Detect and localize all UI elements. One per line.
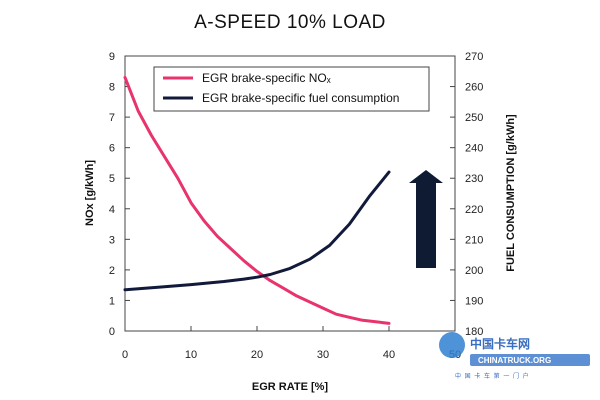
x-tick-label: 40: [383, 349, 395, 361]
y-right-tick-label: 250: [465, 112, 483, 124]
watermark-main: 中国卡车网: [470, 336, 530, 351]
watermark-tag: 中 国 卡 车 第 一 门 户: [455, 372, 530, 380]
legend-box: [153, 66, 430, 112]
legend-label-fuel: EGR brake-specific fuel consumption: [202, 91, 399, 105]
x-tick-label: 30: [317, 349, 329, 361]
watermark-logo-icon: [439, 332, 465, 358]
y-right-tick-label: 230: [465, 173, 483, 185]
y-left-tick-label: 8: [109, 82, 115, 94]
y-left-tick-label: 3: [109, 234, 115, 246]
y-right-axis-label: FUEL CONSUMPTION [g/kWh]: [505, 114, 517, 272]
legend-label-nox: EGR brake-specific NOₓ: [202, 71, 331, 85]
right-axis-ticks: 180 190 200 210 220 230 240 250 260 270: [450, 51, 483, 338]
y-right-tick-label: 240: [465, 143, 483, 155]
series-line-nox: [123, 75, 391, 325]
y-left-tick-label: 9: [109, 51, 115, 63]
x-tick-label: 20: [251, 349, 263, 361]
y-left-tick-label: 5: [109, 173, 115, 185]
y-left-axis-label: NOx [g/kWh]: [84, 160, 96, 226]
up-arrow-annotation: [409, 170, 443, 268]
plot-frame: [124, 55, 456, 332]
y-right-tick-label: 220: [465, 204, 483, 216]
y-right-tick-label: 190: [465, 295, 483, 307]
left-axis-ticks: 0 1 2 3 4 5 6 7 8 9: [109, 51, 130, 338]
series-line-fuel: [123, 170, 391, 292]
x-axis-label: EGR RATE [%]: [252, 381, 329, 393]
y-right-tick-label: 210: [465, 234, 483, 246]
y-left-tick-label: 7: [109, 112, 115, 124]
y-left-tick-label: 2: [109, 265, 115, 277]
y-right-tick-label: 270: [465, 51, 483, 63]
y-left-tick-label: 6: [109, 143, 115, 155]
y-left-tick-label: 4: [109, 204, 115, 216]
watermark: 中国卡车网 CHINATRUCK.ORG 中 国 卡 车 第 一 门 户: [439, 332, 590, 380]
x-tick-label: 0: [122, 349, 128, 361]
y-left-tick-label: 0: [109, 326, 115, 338]
series-layer: [123, 75, 391, 325]
y-right-tick-label: 260: [465, 82, 483, 94]
watermark-band: [470, 354, 590, 366]
watermark-sub: CHINATRUCK.ORG: [478, 356, 551, 365]
chart-title: A-SPEED 10% LOAD: [194, 12, 386, 33]
y-right-tick-label: 200: [465, 265, 483, 277]
x-axis-ticks: 01020304050: [122, 326, 461, 361]
legend: EGR brake-specific NOₓ EGR brake-specifi…: [153, 66, 430, 112]
x-tick-label: 10: [185, 349, 197, 361]
y-left-tick-label: 1: [109, 295, 115, 307]
y-right-tick-label: 180: [465, 326, 483, 338]
